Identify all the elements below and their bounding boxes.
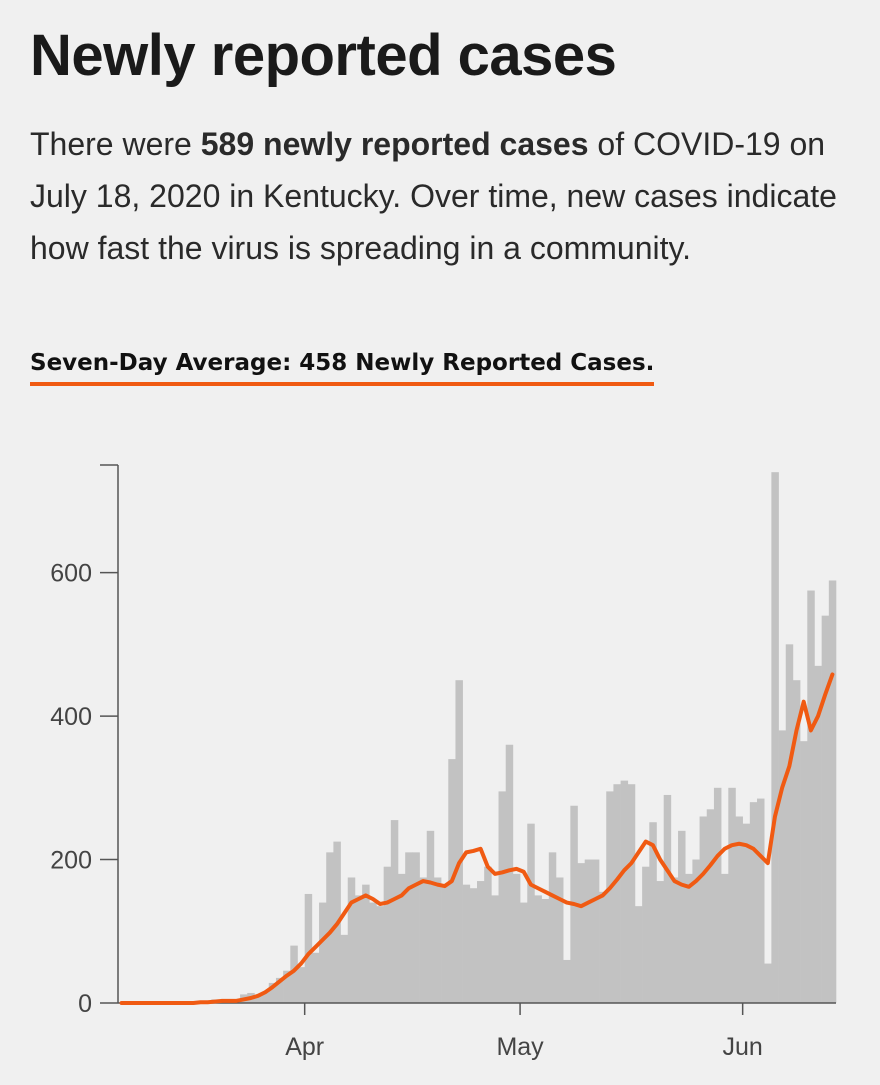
- case-bar: [477, 881, 485, 1003]
- case-bar: [749, 802, 758, 1003]
- cases-chart: 0200400600AprMayJunJul: [50, 464, 837, 1061]
- case-bar: [268, 982, 277, 1003]
- description: There were 589 newly reported cases of C…: [30, 118, 850, 274]
- case-bar: [627, 784, 636, 1003]
- case-bar: [642, 866, 650, 1003]
- case-bar: [505, 744, 514, 1003]
- case-bar: [728, 787, 736, 1003]
- case-bar: [678, 830, 686, 1003]
- case-bar: [548, 852, 557, 1003]
- chart-axes: 0200400600AprMayJunJul: [50, 464, 836, 1061]
- case-bar: [405, 852, 413, 1003]
- case-bar: [785, 644, 794, 1003]
- y-tick-label: 600: [50, 560, 92, 588]
- case-bar: [383, 866, 392, 1003]
- case-bar: [491, 895, 499, 1003]
- case-bar: [369, 902, 377, 1003]
- case-bar: [376, 906, 384, 1003]
- case-bar: [520, 902, 528, 1003]
- case-bar: [541, 898, 550, 1003]
- description-text-start: There were: [30, 126, 201, 162]
- case-bar: [390, 820, 399, 1003]
- case-bar: [469, 888, 478, 1003]
- case-bar: [319, 902, 327, 1003]
- case-bar: [455, 680, 463, 1003]
- x-tick-label: Apr: [285, 1033, 324, 1061]
- description-text-end: of COVID-19 on July 18, 2020 in Kentucky…: [30, 126, 837, 266]
- case-bar: [275, 977, 284, 1003]
- case-bar: [713, 787, 722, 1003]
- case-bar: [362, 884, 370, 1003]
- case-bar: [555, 877, 564, 1003]
- x-tick-label: Jun: [723, 1033, 763, 1061]
- case-bar: [778, 730, 787, 1003]
- y-tick-label: 0: [78, 990, 92, 1018]
- seven-day-average-label: Seven-Day Average: 458 Newly Reported Ca…: [30, 350, 655, 386]
- case-bar: [828, 580, 837, 1003]
- case-bar: [254, 995, 262, 1003]
- case-bar: [441, 884, 449, 1003]
- case-bar: [462, 884, 471, 1003]
- case-bar: [484, 866, 492, 1003]
- case-bar: [699, 816, 708, 1003]
- case-bar: [606, 791, 614, 1003]
- case-bar: [649, 822, 657, 1003]
- case-bar: [419, 877, 428, 1003]
- case-bar: [297, 967, 305, 1003]
- case-bar: [599, 891, 607, 1003]
- case-bar: [721, 873, 729, 1003]
- case-bar: [591, 859, 600, 1003]
- case-bar: [290, 945, 298, 1003]
- case-bar: [792, 680, 801, 1003]
- case-bar: [620, 780, 629, 1003]
- case-bar: [771, 472, 779, 1003]
- case-bar: [527, 823, 535, 1003]
- case-bar: [512, 873, 521, 1003]
- case-bar: [735, 816, 743, 1003]
- page-title: Newly reported cases: [30, 23, 617, 88]
- case-bar: [433, 877, 442, 1003]
- case-bar: [354, 895, 363, 1003]
- case-bar: [584, 859, 593, 1003]
- case-bar: [821, 615, 830, 1003]
- case-bar: [670, 877, 679, 1003]
- case-bar: [283, 970, 291, 1003]
- case-bar: [656, 881, 664, 1003]
- seven-day-average-line: [119, 672, 835, 1005]
- case-bar: [663, 794, 672, 1003]
- case-bar: [692, 859, 700, 1003]
- case-bar: [807, 590, 815, 1003]
- case-bar: [800, 741, 808, 1003]
- case-bar: [577, 863, 585, 1003]
- case-bar: [613, 784, 621, 1003]
- case-bar: [498, 791, 507, 1003]
- x-tick-label: May: [496, 1033, 544, 1061]
- case-bar: [326, 852, 334, 1003]
- bar-series: [196, 472, 837, 1003]
- case-bar: [261, 992, 270, 1003]
- case-bar: [757, 798, 765, 1003]
- case-bar: [304, 893, 313, 1003]
- case-bar: [814, 665, 822, 1003]
- case-bar: [534, 895, 542, 1003]
- y-tick-label: 200: [50, 847, 92, 875]
- case-bar: [340, 934, 349, 1003]
- case-bar: [311, 952, 320, 1003]
- case-bar: [398, 873, 406, 1003]
- case-bar: [742, 823, 751, 1003]
- y-tick-label: 400: [50, 703, 92, 731]
- case-bar: [685, 873, 693, 1003]
- case-bar: [706, 809, 715, 1003]
- case-bar: [634, 906, 643, 1003]
- case-bar: [412, 852, 420, 1003]
- case-bar: [764, 963, 772, 1003]
- case-bar: [563, 959, 571, 1003]
- description-highlight: 589 newly reported cases: [200, 126, 589, 162]
- case-bar: [426, 830, 435, 1003]
- case-bar: [347, 877, 356, 1003]
